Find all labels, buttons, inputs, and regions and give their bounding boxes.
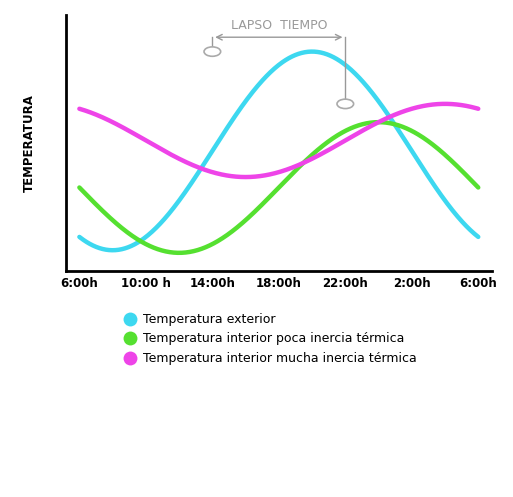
Y-axis label: TEMPERATURA: TEMPERATURA [23,94,36,192]
Text: LAPSO  TIEMPO: LAPSO TIEMPO [230,19,327,32]
Ellipse shape [204,47,221,56]
Legend: Temperatura exterior, Temperatura interior poca inercia térmica, Temperatura int: Temperatura exterior, Temperatura interi… [124,313,417,365]
Ellipse shape [337,99,353,108]
